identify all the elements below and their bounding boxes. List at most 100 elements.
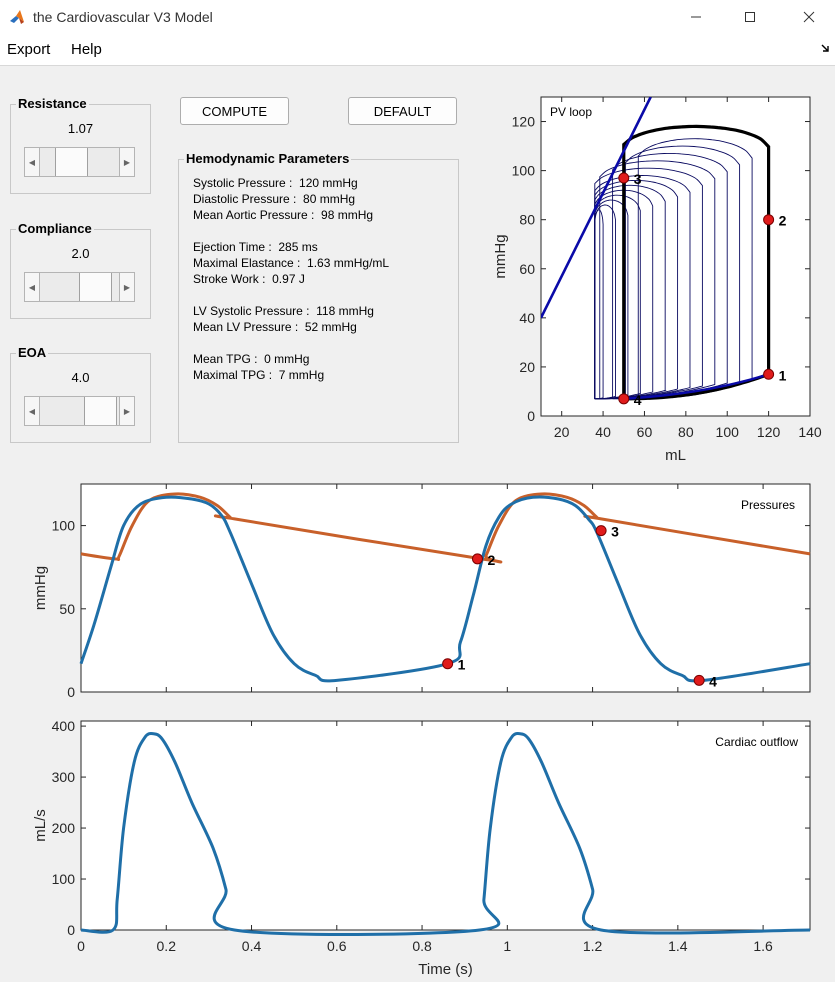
pressures-point-1 — [442, 658, 454, 670]
stroke-work: Stroke Work : 0.97 J — [193, 272, 305, 286]
pv-loop-xtick-label: 120 — [757, 424, 781, 440]
outflow-xtick-label: 1.6 — [753, 938, 773, 954]
resistance-panel: Resistance 1.07 ◀ ▶ — [10, 96, 151, 194]
matlab-logo-icon — [10, 10, 24, 24]
pressures-point-1-label: 1 — [458, 657, 466, 673]
outflow-xtick-label: 0 — [77, 938, 85, 954]
window-title: the Cardiovascular V3 Model — [33, 9, 213, 25]
mean-tpg: Mean TPG : 0 mmHg — [193, 352, 310, 366]
pv-point-4 — [618, 393, 630, 405]
outflow-title: Cardiac outflow — [715, 735, 798, 749]
pv-loop-xlabel: mL — [665, 447, 686, 464]
resistance-title: Resistance — [16, 96, 89, 111]
resistance-slider[interactable]: ◀ ▶ — [24, 147, 135, 177]
outflow-ytick-label: 0 — [67, 922, 75, 938]
outflow-xtick-label: 1.4 — [668, 938, 688, 954]
slider-right-arrow-icon[interactable]: ▶ — [119, 273, 134, 301]
pv-loop-xtick-label: 20 — [554, 424, 570, 440]
pv-loop-ytick-label: 120 — [512, 114, 536, 130]
compliance-value: 2.0 — [71, 246, 90, 261]
slider-right-arrow-icon[interactable]: ▶ — [119, 148, 134, 176]
pv-point-2-label: 2 — [779, 213, 787, 229]
diastolic-pressure: Diastolic Pressure : 80 mmHg — [193, 192, 356, 206]
title-bar: the Cardiovascular V3 Model — [0, 0, 835, 34]
pv-loop-ytick-label: 60 — [519, 261, 535, 277]
compliance-slider-thumb[interactable] — [79, 273, 112, 301]
mean-aortic-pressure: Mean Aortic Pressure : 98 mmHg — [193, 208, 374, 222]
pv-loop-ytick-label: 80 — [519, 212, 535, 228]
compliance-slider[interactable]: ◀ ▶ — [24, 272, 135, 302]
pv-loop-ytick-label: 40 — [519, 310, 535, 326]
hemodynamic-panel: Hemodynamic Parameters Systolic Pressure… — [178, 151, 459, 443]
outflow-series — [80, 732, 811, 936]
close-button[interactable] — [795, 4, 823, 30]
ejection-time: Ejection Time : 285 ms — [193, 240, 318, 254]
maximize-icon — [745, 12, 755, 22]
eoa-title: EOA — [16, 345, 49, 360]
eoa-value: 4.0 — [71, 370, 90, 385]
slider-left-arrow-icon[interactable]: ◀ — [25, 397, 40, 425]
resistance-slider-thumb[interactable] — [55, 148, 88, 176]
pv-loop-axes — [540, 96, 811, 417]
pressures-axes — [80, 483, 811, 693]
pv-main-loop — [622, 124, 771, 401]
pressures-point-2-label: 2 — [487, 552, 495, 568]
pressures-ytick-label: 0 — [67, 684, 75, 700]
eoa-slider-thumb[interactable] — [84, 397, 117, 425]
outflow-ytick-label: 200 — [52, 820, 76, 836]
outflow-ytick-label: 100 — [52, 871, 76, 887]
pressures-title: Pressures — [741, 498, 795, 512]
eoa-slider[interactable]: ◀ ▶ — [24, 396, 135, 426]
compute-button[interactable]: COMPUTE — [180, 97, 289, 125]
pv-point-1 — [763, 368, 775, 380]
pv-loop-xtick-label: 140 — [798, 424, 822, 440]
slider-right-arrow-icon[interactable]: ▶ — [119, 397, 134, 425]
maximize-button[interactable] — [736, 4, 764, 30]
pv-loop-xtick-label: 100 — [716, 424, 740, 440]
menu-bar: Export Help — [0, 34, 835, 66]
resistance-value: 1.07 — [67, 121, 94, 136]
pv-loop-ytick-label: 0 — [527, 408, 535, 424]
maximal-tpg: Maximal TPG : 7 mmHg — [193, 368, 325, 382]
lv-systolic-pressure: LV Systolic Pressure : 118 mmHg — [193, 304, 374, 318]
pv-edpvr-line — [623, 373, 769, 401]
outflow-xtick-label: 0.6 — [327, 938, 347, 954]
slider-left-arrow-icon[interactable]: ◀ — [25, 148, 40, 176]
pv-loop-xtick-label: 80 — [678, 424, 694, 440]
pv-transient-loop — [594, 204, 617, 400]
pv-transient-loop — [594, 199, 629, 400]
outflow-xtick-label: 0.2 — [157, 938, 177, 954]
pressures-point-3 — [595, 525, 607, 537]
menu-export[interactable]: Export — [7, 41, 51, 58]
outflow-ylabel: mL/s — [32, 809, 49, 842]
pressures-point-4-label: 4 — [709, 673, 717, 689]
slider-left-arrow-icon[interactable]: ◀ — [25, 273, 40, 301]
systolic-pressure: Systolic Pressure : 120 mmHg — [193, 176, 358, 190]
default-button[interactable]: DEFAULT — [348, 97, 457, 125]
outflow-xtick-label: 1 — [503, 938, 511, 954]
pv-loop-xtick-label: 40 — [595, 424, 611, 440]
pv-point-1-label: 1 — [779, 367, 787, 383]
pressures-series-lv — [79, 495, 811, 683]
outflow-axes — [80, 720, 811, 931]
pv-loop-ytick-label: 20 — [519, 359, 535, 375]
eoa-panel: EOA 4.0 ◀ ▶ — [10, 345, 151, 443]
outflow-xtick-label: 0.8 — [412, 938, 432, 954]
pv-point-3 — [618, 172, 630, 184]
pv-point-4-label: 4 — [634, 392, 642, 408]
pressures-ylabel: mmHg — [32, 566, 49, 610]
compliance-title: Compliance — [16, 221, 94, 236]
pressures-point-4 — [693, 674, 705, 686]
minimize-button[interactable] — [682, 4, 710, 30]
pressures-point-3-label: 3 — [611, 524, 619, 540]
pressures-series-aortic — [80, 492, 811, 564]
outflow-xtick-label: 0.4 — [242, 938, 262, 954]
maximal-elastance: Maximal Elastance : 1.63 mmHg/mL — [193, 256, 390, 270]
menu-help[interactable]: Help — [71, 41, 102, 58]
pv-espvr-line — [541, 97, 652, 319]
outflow-ytick-label: 300 — [52, 769, 76, 785]
pv-point-2 — [763, 214, 775, 226]
toolbar-toggle-arrow-icon[interactable] — [820, 43, 830, 53]
pv-loop-plot — [541, 97, 771, 401]
